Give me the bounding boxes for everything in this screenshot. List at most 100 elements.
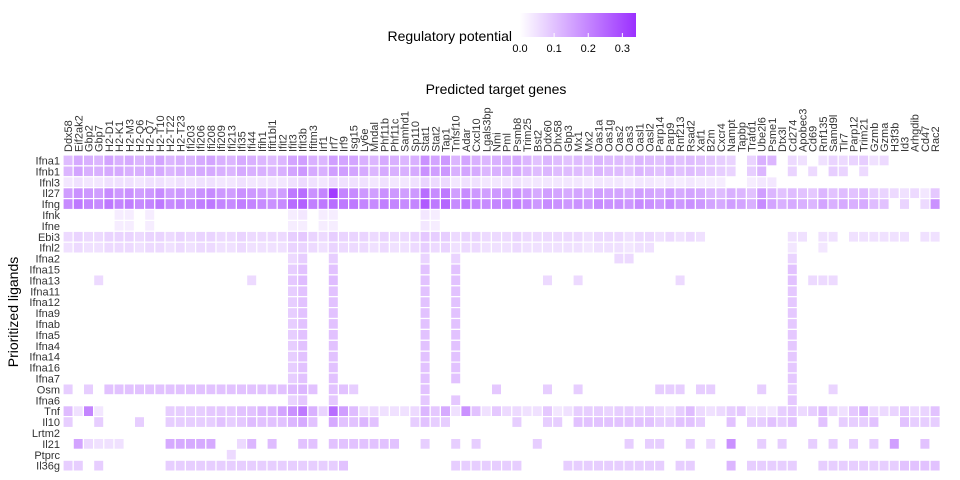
- heatmap-cell: [715, 176, 727, 189]
- heatmap-cell: [827, 165, 839, 178]
- heatmap-cell: [929, 405, 941, 418]
- heatmap-cell: [266, 165, 278, 178]
- heatmap-cell: [82, 383, 95, 396]
- heatmap-cell: [62, 187, 74, 200]
- heatmap-cell: [348, 241, 360, 254]
- heatmap-cell: [297, 339, 309, 352]
- heatmap-cell: [847, 459, 860, 472]
- heatmap-cell: [174, 230, 186, 243]
- heatmap-cell: [439, 405, 452, 418]
- heatmap-cell: [317, 165, 329, 178]
- heatmap-cell: [613, 198, 625, 211]
- heatmap-cell: [480, 230, 493, 243]
- heatmap-cell: [215, 416, 227, 429]
- column-label: Xaf1: [696, 129, 708, 152]
- heatmap-cell: [235, 230, 248, 243]
- heatmap-cell: [745, 405, 758, 418]
- heatmap-cell: [307, 416, 319, 429]
- heatmap-cell: [878, 154, 890, 167]
- column-label: Apobec3: [798, 109, 810, 152]
- heatmap-cell: [817, 274, 829, 287]
- heatmap-cell: [633, 187, 646, 200]
- heatmap-cell: [470, 165, 482, 178]
- heatmap-cell: [684, 176, 697, 189]
- heatmap-cell: [92, 230, 105, 243]
- heatmap-cell: [144, 241, 156, 254]
- heatmap-cell: [327, 416, 340, 429]
- heatmap-cell: [164, 187, 176, 200]
- heatmap-cell: [766, 459, 778, 472]
- heatmap-cell: [235, 383, 248, 396]
- heatmap-cell: [174, 405, 186, 418]
- heatmap-cell: [297, 241, 309, 254]
- heatmap-cell: [643, 241, 656, 254]
- heatmap-cell: [368, 176, 380, 189]
- heatmap-cell: [745, 165, 758, 178]
- heatmap-cell: [358, 437, 370, 450]
- heatmap-cell: [541, 187, 554, 200]
- heatmap-cell: [664, 165, 676, 178]
- heatmap-cell: [551, 416, 564, 429]
- heatmap-cell: [195, 383, 207, 396]
- heatmap-cell: [399, 176, 411, 189]
- heatmap-cell: [327, 198, 340, 211]
- heatmap-cell: [144, 176, 156, 189]
- heatmap-cell: [817, 459, 829, 472]
- heatmap-cell: [602, 154, 615, 167]
- heatmap-cell: [419, 285, 431, 298]
- heatmap-cell: [368, 241, 380, 254]
- heatmap-cell: [419, 241, 431, 254]
- heatmap-cell: [837, 416, 850, 429]
- heatmap-cell: [62, 383, 74, 396]
- heatmap-cell: [643, 165, 656, 178]
- legend-color-bar: [520, 13, 636, 37]
- heatmap-cell: [480, 459, 493, 472]
- heatmap-cell: [704, 154, 717, 167]
- legend-tick-label: 0.1: [546, 43, 561, 55]
- heatmap-cell: [286, 230, 299, 243]
- heatmap-cell: [460, 459, 472, 472]
- heatmap-cell: [755, 405, 768, 418]
- column-label: Nampt: [726, 120, 738, 152]
- heatmap-cell: [368, 416, 380, 429]
- heatmap-cell: [582, 416, 595, 429]
- heatmap-cell: [256, 154, 268, 167]
- heatmap-cell: [72, 230, 84, 243]
- heatmap-cell: [92, 187, 105, 200]
- heatmap-cell: [113, 154, 125, 167]
- heatmap-cell: [857, 187, 870, 200]
- heatmap-cell: [806, 274, 819, 287]
- heatmap-cell: [623, 154, 635, 167]
- heatmap-cell: [766, 176, 778, 189]
- column-label: Mndal: [369, 122, 381, 152]
- heatmap-cell: [786, 372, 799, 385]
- heatmap-cell: [297, 219, 309, 232]
- heatmap-cell: [82, 198, 95, 211]
- heatmap-cell: [776, 187, 788, 200]
- heatmap-cell: [857, 165, 870, 178]
- heatmap-cell: [664, 154, 676, 167]
- heatmap-cell: [154, 187, 166, 200]
- heatmap-cell: [205, 165, 217, 178]
- heatmap-cell: [72, 154, 84, 167]
- heatmap-cell: [602, 176, 615, 189]
- heatmap-cell: [327, 339, 340, 352]
- heatmap-cell: [511, 165, 523, 178]
- heatmap-cell: [541, 416, 554, 429]
- heatmap-cell: [623, 176, 635, 189]
- heatmap-cell: [246, 154, 258, 167]
- heatmap-cell: [225, 187, 237, 200]
- column-label: Cd47: [920, 126, 932, 152]
- heatmap-cell: [919, 198, 931, 211]
- heatmap-cell: [164, 459, 176, 472]
- heatmap-cell: [419, 187, 431, 200]
- heatmap-cell: [164, 437, 176, 450]
- heatmap-cell: [562, 154, 574, 167]
- heatmap-cell: [450, 459, 462, 472]
- heatmap-cell: [337, 187, 350, 200]
- heatmap-cell: [868, 198, 880, 211]
- heatmap-cell: [470, 230, 482, 243]
- heatmap-cell: [133, 416, 146, 429]
- heatmap-cell: [358, 154, 370, 167]
- heatmap-cell: [857, 230, 870, 243]
